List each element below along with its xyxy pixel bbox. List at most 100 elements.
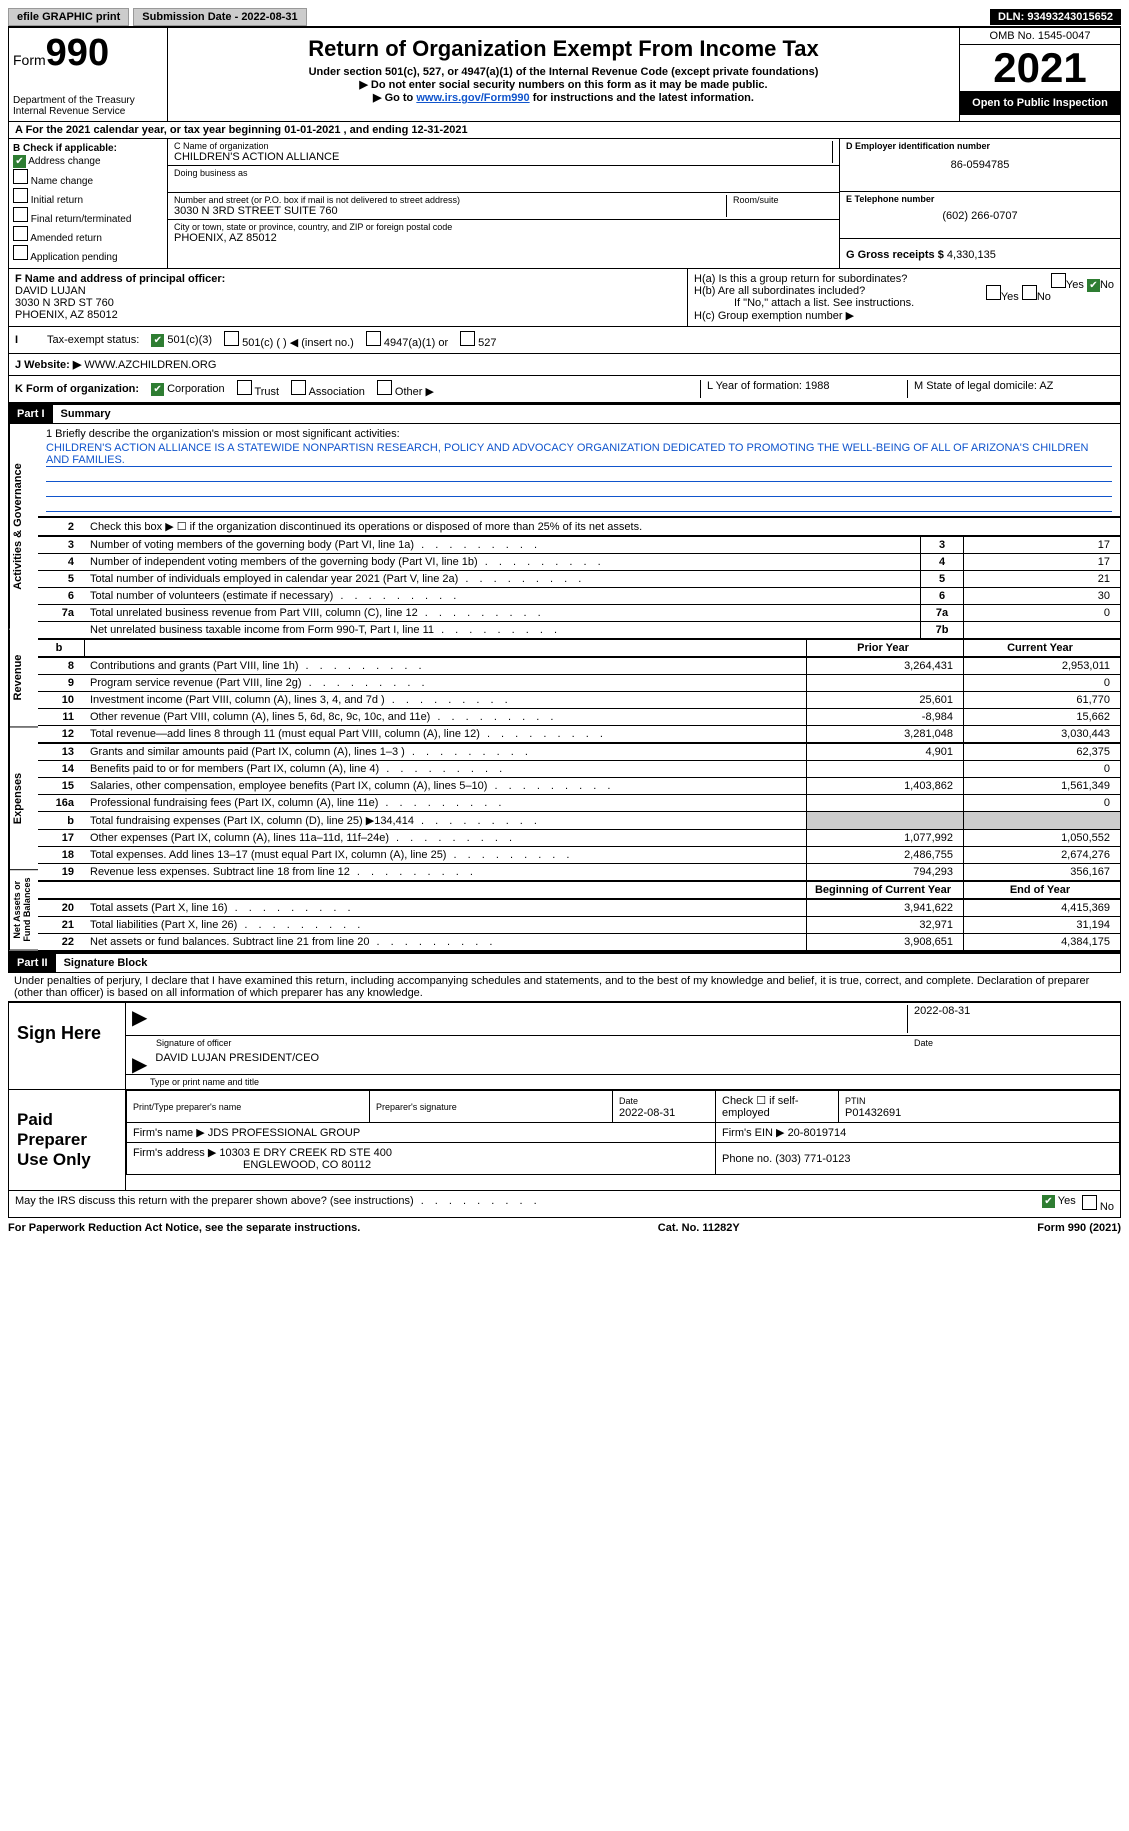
prep-date: 2022-08-31 — [619, 1107, 675, 1119]
submission-date-button[interactable]: Submission Date - 2022-08-31 — [133, 8, 306, 26]
part1-body: Activities & Governance Revenue Expenses… — [8, 424, 1121, 952]
check-application-pending[interactable]: Application pending — [13, 245, 163, 263]
side-revenue: Revenue — [9, 629, 38, 727]
b-label: B Check if applicable: — [13, 143, 163, 154]
row-a-calendar-year: A For the 2021 calendar year, or tax yea… — [8, 122, 1121, 139]
section-b: B Check if applicable: ✔ Address change … — [8, 139, 1121, 269]
net-table: 20Total assets (Part X, line 16)3,941,62… — [38, 899, 1120, 951]
tax-status-row: I Tax-exempt status: ✔ 501(c)(3) 501(c) … — [8, 327, 1121, 354]
prep-name-label: Print/Type preparer's name — [133, 1102, 241, 1112]
check-501c3[interactable]: ✔ 501(c)(3) — [151, 334, 212, 347]
j-label: J Website: ▶ — [15, 359, 81, 371]
website-url: WWW.AZCHILDREN.ORG — [84, 359, 216, 371]
subtitle-3: ▶ Go to www.irs.gov/Form990 for instruct… — [178, 91, 949, 104]
firm-ein-label: Firm's EIN ▶ — [722, 1127, 785, 1139]
prep-date-label: Date — [619, 1096, 638, 1106]
officer-sub-label: Type or print name and title — [126, 1075, 1120, 1089]
section-f-h: F Name and address of principal officer:… — [8, 269, 1121, 327]
d-label: D Employer identification number — [846, 141, 1114, 151]
arrow-icon: ▶ — [132, 1005, 147, 1033]
website-row: J Website: ▶ WWW.AZCHILDREN.ORG — [8, 354, 1121, 376]
officer-addr1: 3030 N 3RD ST 760 — [15, 297, 681, 309]
gov-table: 3Number of voting members of the governi… — [38, 536, 1120, 639]
ein: 86-0594785 — [846, 159, 1114, 171]
may-irs-yes[interactable]: ✔ Yes — [1042, 1195, 1076, 1213]
gross-receipts: 4,330,135 — [947, 249, 996, 261]
firm-addr1: 10303 E DRY CREEK RD STE 400 — [219, 1147, 392, 1159]
g-label: G Gross receipts $ — [846, 249, 944, 261]
street-address: 3030 N 3RD STREET SUITE 760 — [174, 205, 726, 217]
top-toolbar: efile GRAPHIC print Submission Date - 20… — [8, 8, 1121, 26]
check-trust[interactable]: Trust — [237, 380, 280, 398]
form-title: Return of Organization Exempt From Incom… — [178, 36, 949, 62]
f-label: F Name and address of principal officer: — [15, 273, 681, 285]
officer-name: DAVID LUJAN — [15, 285, 681, 297]
m-state-domicile: M State of legal domicile: AZ — [907, 380, 1114, 398]
room-label: Room/suite — [733, 195, 833, 205]
city-label: City or town, state or province, country… — [174, 222, 833, 232]
dba-label: Doing business as — [174, 168, 833, 178]
net-header: Beginning of Current YearEnd of Year — [38, 881, 1120, 899]
sig-officer-label: Signature of officer — [132, 1038, 908, 1048]
check-name-change[interactable]: Name change — [13, 169, 163, 187]
check-address-change[interactable]: ✔ Address change — [13, 155, 163, 168]
ptin-label: PTIN — [845, 1096, 866, 1106]
hc-label: H(c) Group exemption number ▶ — [694, 309, 1114, 322]
e-label: E Telephone number — [846, 194, 1114, 204]
check-initial-return[interactable]: Initial return — [13, 188, 163, 206]
exp-table: 13Grants and similar amounts paid (Part … — [38, 743, 1120, 881]
ha-question: H(a) Is this a group return for subordin… — [694, 273, 1114, 285]
phone-label: Phone no. — [722, 1153, 772, 1165]
form-header: Form990 Department of the Treasury Inter… — [8, 26, 1121, 122]
date-label: Date — [908, 1038, 1114, 1048]
check-corporation[interactable]: ✔ Corporation — [151, 383, 225, 396]
line2: Check this box ▶ ☐ if the organization d… — [84, 518, 1120, 536]
irs-link[interactable]: www.irs.gov/Form990 — [416, 92, 529, 104]
check-527[interactable]: 527 — [460, 331, 496, 349]
omb-number: OMB No. 1545-0047 — [960, 28, 1120, 45]
check-501c[interactable]: 501(c) ( ) ◀ (insert no.) — [224, 331, 354, 349]
open-public-badge: Open to Public Inspection — [960, 91, 1120, 115]
signature-block: Sign Here ▶ 2022-08-31 Signature of offi… — [8, 1002, 1121, 1090]
telephone: (602) 266-0707 — [846, 210, 1114, 222]
firm-addr-label: Firm's address ▶ — [133, 1147, 216, 1159]
firm-name: JDS PROFESSIONAL GROUP — [208, 1127, 360, 1139]
firm-addr2: ENGLEWOOD, CO 80112 — [133, 1159, 371, 1171]
rev-header: bPrior YearCurrent Year — [38, 639, 1120, 657]
check-association[interactable]: Association — [291, 380, 365, 398]
perjury-statement: Under penalties of perjury, I declare th… — [8, 973, 1121, 1002]
rev-table: 8Contributions and grants (Part VIII, li… — [38, 657, 1120, 743]
form-number: Form990 — [13, 32, 163, 75]
may-irs-discuss: May the IRS discuss this return with the… — [8, 1191, 1121, 1218]
efile-print-button[interactable]: efile GRAPHIC print — [8, 8, 129, 26]
side-expenses: Expenses — [9, 727, 38, 870]
tax-year: 2021 — [960, 45, 1120, 91]
check-4947[interactable]: 4947(a)(1) or — [366, 331, 448, 349]
ptin: P01432691 — [845, 1107, 901, 1119]
k-row: K Form of organization: ✔ Corporation Tr… — [8, 376, 1121, 403]
arrow-icon: ▶ — [132, 1052, 147, 1072]
hb-note: If "No," attach a list. See instructions… — [694, 297, 1114, 309]
dept-label: Department of the Treasury Internal Reve… — [13, 95, 163, 117]
check-self-employed[interactable]: Check ☐ if self-employed — [716, 1091, 839, 1123]
prep-sig-label: Preparer's signature — [376, 1102, 457, 1112]
k-label: K Form of organization: — [15, 383, 139, 395]
officer-addr2: PHOENIX, AZ 85012 — [15, 309, 681, 321]
page-footer: For Paperwork Reduction Act Notice, see … — [8, 1218, 1121, 1238]
dln-label: DLN: 93493243015652 — [990, 9, 1121, 25]
check-other[interactable]: Other ▶ — [377, 380, 434, 398]
may-irs-no[interactable]: No — [1082, 1195, 1114, 1213]
firm-phone: (303) 771-0123 — [775, 1153, 850, 1165]
mission-text: CHILDREN'S ACTION ALLIANCE IS A STATEWID… — [46, 442, 1112, 467]
sign-here-label: Sign Here — [9, 1003, 126, 1089]
check-final-return[interactable]: Final return/terminated — [13, 207, 163, 225]
part2-header: Part II Signature Block — [8, 952, 1121, 973]
l-year-formation: L Year of formation: 1988 — [700, 380, 907, 398]
city-state-zip: PHOENIX, AZ 85012 — [174, 232, 833, 244]
line1-label: 1 Briefly describe the organization's mi… — [46, 428, 1112, 440]
c-label: C Name of organization — [174, 141, 826, 151]
check-amended-return[interactable]: Amended return — [13, 226, 163, 244]
paid-preparer-block: Paid Preparer Use Only Print/Type prepar… — [8, 1090, 1121, 1191]
sig-date: 2022-08-31 — [907, 1005, 1114, 1033]
governance-lines: 2Check this box ▶ ☐ if the organization … — [38, 517, 1120, 536]
